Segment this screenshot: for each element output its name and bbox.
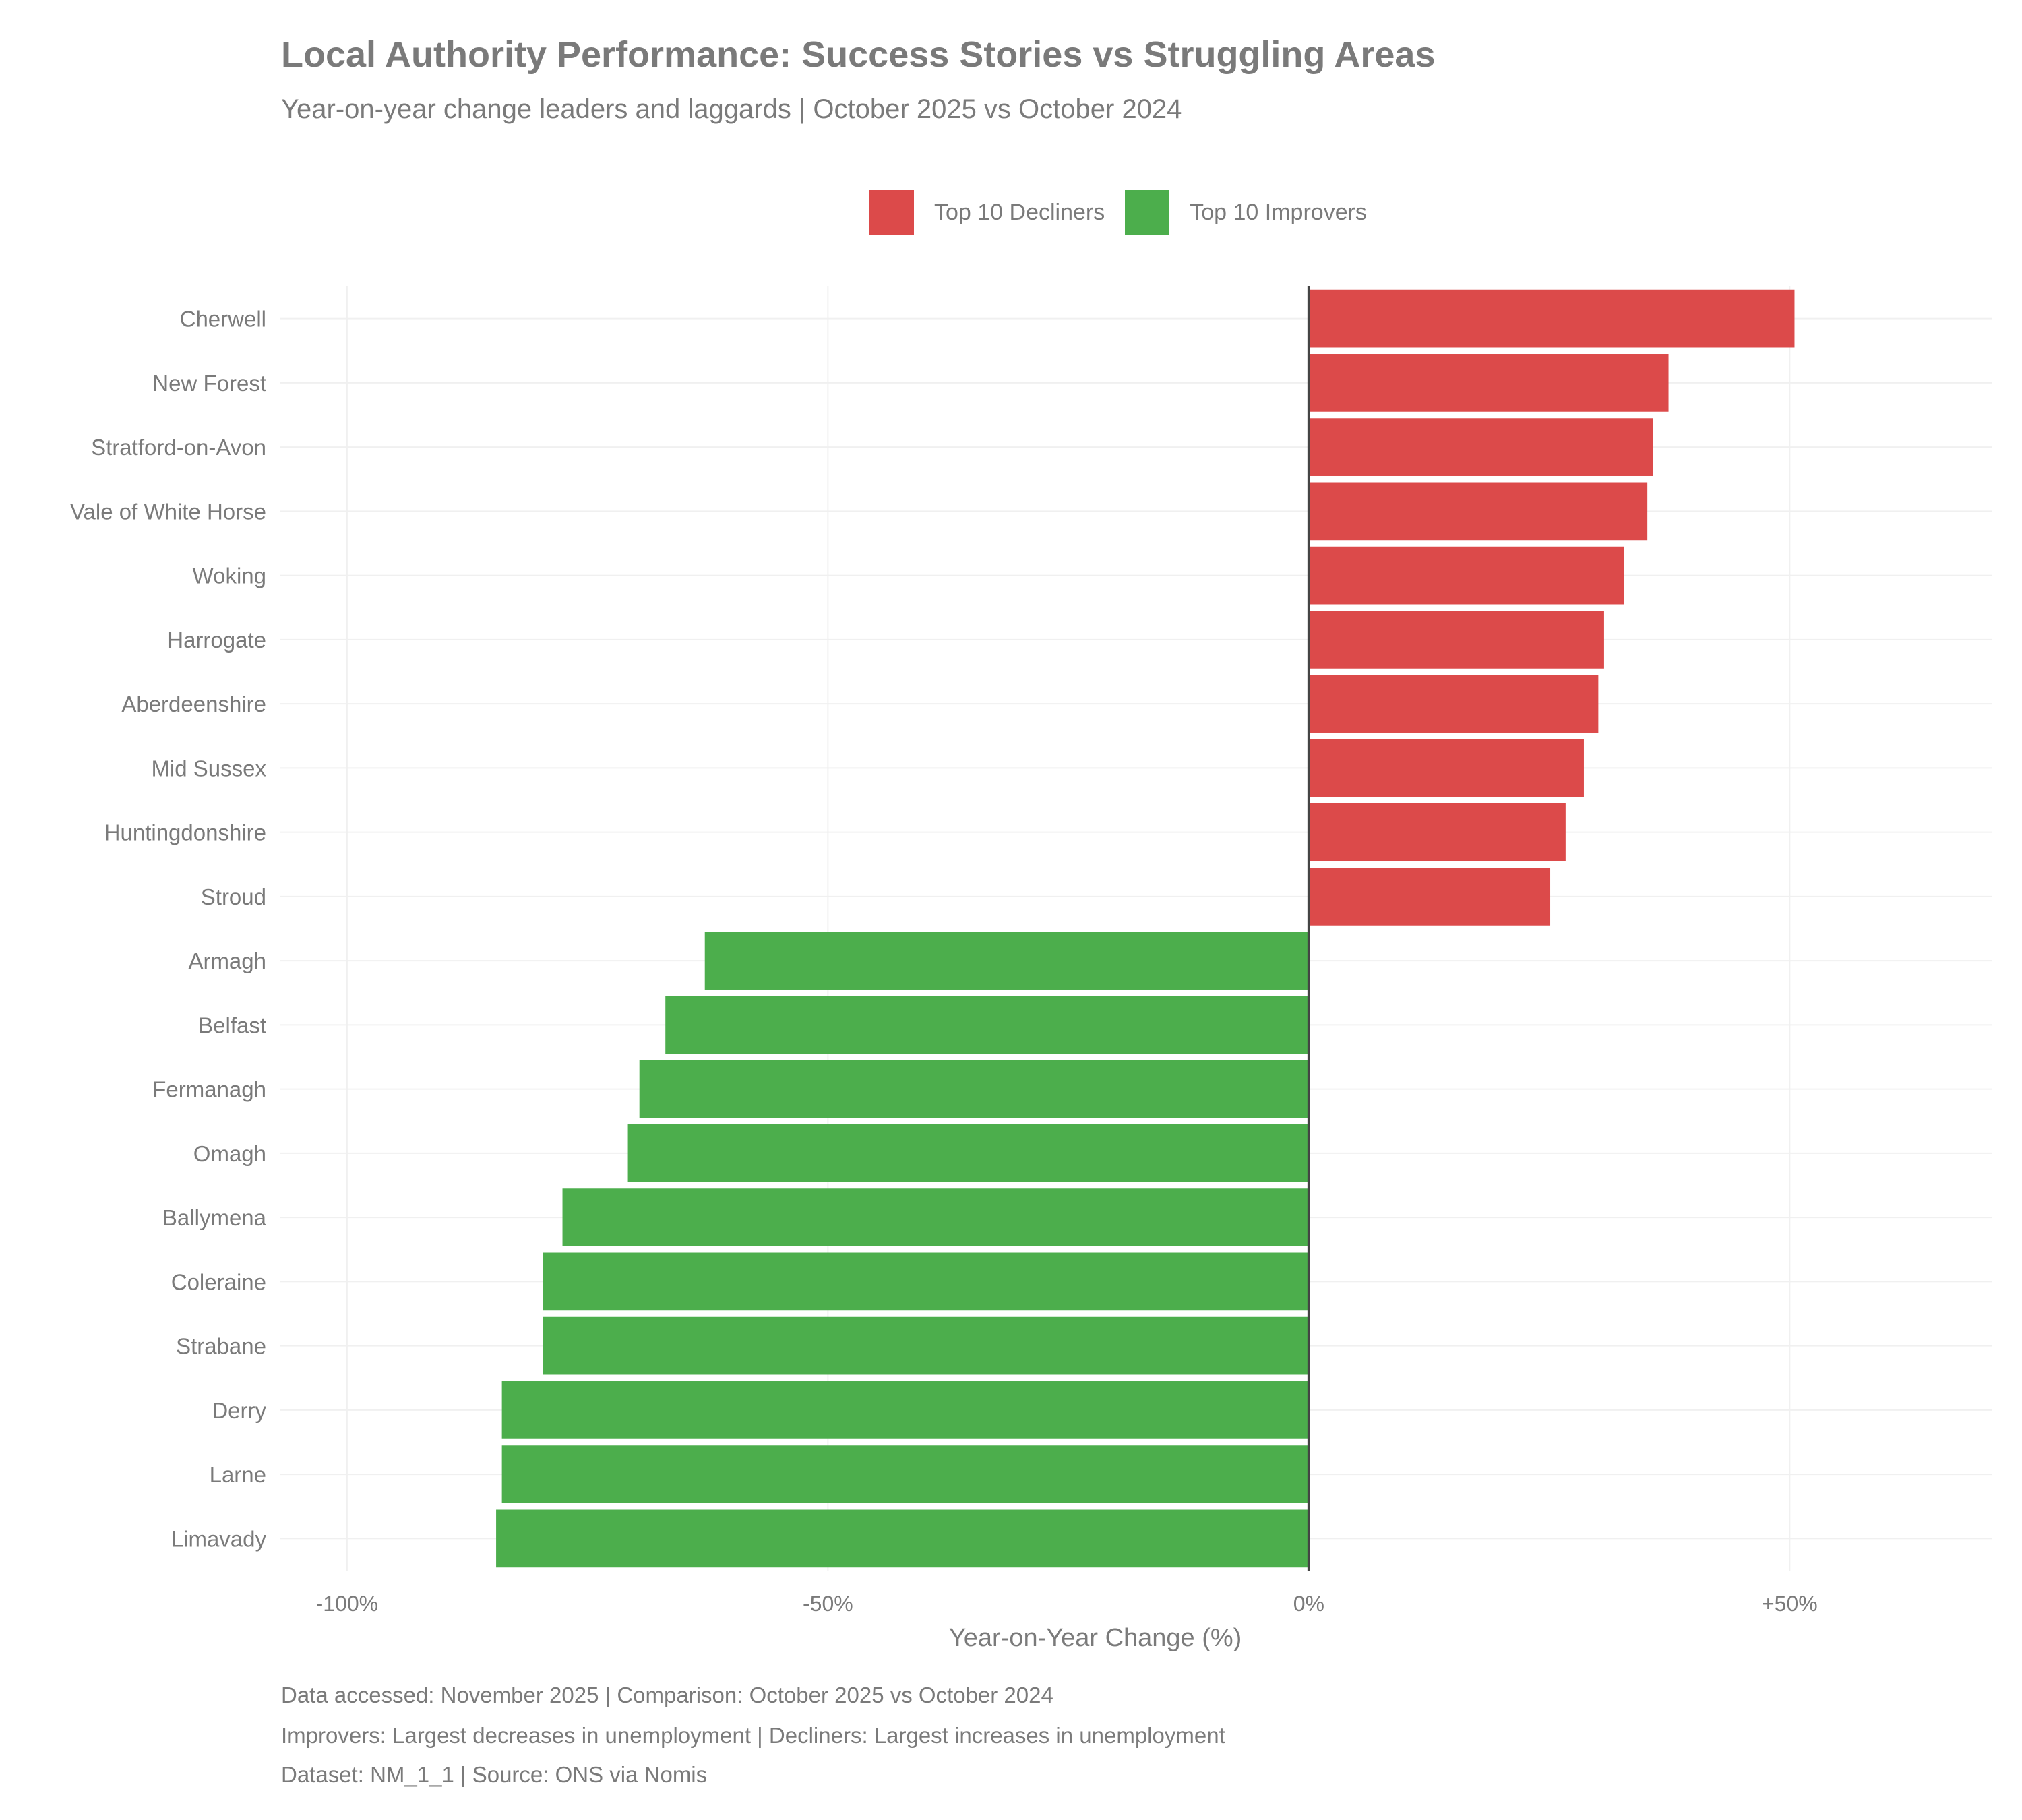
y-tick-label: Harrogate [167, 628, 266, 653]
legend-label-decliners: Top 10 Decliners [934, 199, 1105, 225]
legend: Top 10 Decliners Top 10 Improvers [869, 190, 1387, 235]
caption-line-2: Improvers: Largest decreases in unemploy… [281, 1723, 1225, 1748]
bar-huntingdonshire [1308, 803, 1566, 861]
y-tick-label: Ballymena [162, 1205, 267, 1230]
x-tick-label: -100% [316, 1591, 379, 1616]
y-tick-label: Mid Sussex [151, 756, 266, 781]
y-tick-label: Derry [212, 1398, 266, 1423]
bar-strabane [543, 1316, 1309, 1375]
y-tick-label: Coleraine [171, 1269, 266, 1294]
y-tick-label: New Forest [152, 371, 266, 396]
y-tick-label: Fermanagh [152, 1077, 266, 1102]
x-axis-label: Year-on-Year Change (%) [949, 1624, 1242, 1652]
y-tick-label: Larne [210, 1462, 266, 1487]
bar-stroud [1308, 868, 1551, 926]
bar-woking [1308, 546, 1624, 605]
legend-item-improvers: Top 10 Improvers [1125, 190, 1367, 235]
bar-cherwell [1308, 289, 1795, 348]
legend-swatch-improvers [1125, 190, 1170, 235]
y-tick-label: Woking [193, 564, 266, 588]
legend-item-decliners: Top 10 Decliners [869, 190, 1105, 235]
bar-belfast [665, 996, 1309, 1054]
x-tick-label: 0% [1293, 1591, 1324, 1616]
bar-coleraine [543, 1252, 1309, 1311]
chart-subtitle: Year-on-year change leaders and laggards… [281, 94, 1182, 124]
legend-label-improvers: Top 10 Improvers [1190, 199, 1367, 225]
bar-harrogate [1308, 611, 1604, 669]
y-tick-label: Limavady [171, 1526, 267, 1551]
y-tick-label: Huntingdonshire [104, 820, 266, 845]
caption-line-3: Dataset: NM_1_1 | Source: ONS via Nomis [281, 1762, 708, 1787]
x-tick-label: +50% [1762, 1591, 1818, 1616]
bar-new-forest [1308, 354, 1669, 412]
chart-title: Local Authority Performance: Success Sto… [281, 34, 1436, 75]
bar-armagh [704, 932, 1309, 990]
bar-stratford-on-avon [1308, 418, 1653, 476]
y-tick-label: Vale of White Horse [70, 499, 266, 524]
y-tick-label: Armagh [188, 948, 266, 973]
bar-mid-sussex [1308, 739, 1584, 797]
y-tick-label: Aberdeenshire [121, 692, 266, 717]
bar-limavady [496, 1509, 1309, 1568]
y-tick-label: Omagh [193, 1141, 266, 1166]
bar-ballymena [562, 1188, 1309, 1246]
bar-aberdeenshire [1308, 675, 1599, 733]
x-tick-label: -50% [803, 1591, 853, 1616]
y-tick-label: Stroud [201, 884, 266, 909]
bar-omagh [627, 1124, 1309, 1182]
bar-larne [501, 1445, 1309, 1503]
y-tick-label: Belfast [198, 1012, 266, 1037]
legend-swatch-decliners [869, 190, 914, 235]
y-tick-label: Stratford-on-Avon [91, 435, 266, 460]
bar-fermanagh [639, 1060, 1309, 1118]
caption-line-1: Data accessed: November 2025 | Compariso… [281, 1682, 1053, 1707]
y-tick-label: Cherwell [180, 307, 266, 332]
bar-vale-of-white-horse [1308, 482, 1648, 541]
bar-derry [501, 1381, 1309, 1439]
y-tick-label: Strabane [176, 1334, 266, 1359]
